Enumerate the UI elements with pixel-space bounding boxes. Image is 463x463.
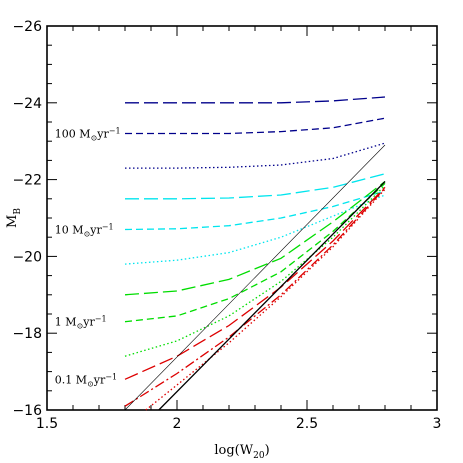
annotations: 100 M⊙yr−1 10 M⊙yr−1 1 M⊙yr−1 0.1 M⊙yr−1 [55,127,121,389]
rate-annotation-3: 1 M⊙yr−1 [55,315,107,331]
y-tick-label: −20 [12,249,42,265]
plot-frame [46,25,438,411]
y-tick-label: −24 [12,96,42,112]
x-tick-label: 1.5 [36,416,58,432]
x-axis-title: log(W20) [214,443,269,461]
series-line-13 [158,181,386,411]
axis-ticks [46,25,438,411]
tick-labels: 1.5 2 2.5 3 −16 −18 −20 −22 −24 −26 [12,19,441,432]
series-line-6 [124,194,386,265]
x-tick-label: 3 [433,416,442,432]
rate-annotation-1: 100 M⊙yr−1 [55,127,121,143]
y-axis-title: MB [5,208,23,228]
y-tick-label: −16 [12,403,42,419]
series-line-2 [125,117,386,135]
series-line-3 [125,142,386,169]
y-tick-label: −26 [12,19,42,35]
series-line-7 [124,180,386,296]
y-tick-label: −18 [12,326,42,342]
rate-annotation-4: 0.1 M⊙yr−1 [55,372,117,388]
series-line-8 [124,182,386,323]
series-line-10 [124,186,386,380]
series-line-4 [125,173,386,200]
rate-annotation-2: 10 M⊙yr−1 [55,223,114,239]
series-line-12 [145,188,386,411]
series-layer [124,96,386,411]
y-tick-label: −22 [12,173,42,189]
x-tick-label: 2.5 [296,416,318,432]
series-line-9 [124,184,386,357]
series-line-11 [124,187,386,407]
x-tick-label: 2 [173,416,182,432]
series-line-1 [125,96,386,104]
series-line-14 [124,144,386,411]
